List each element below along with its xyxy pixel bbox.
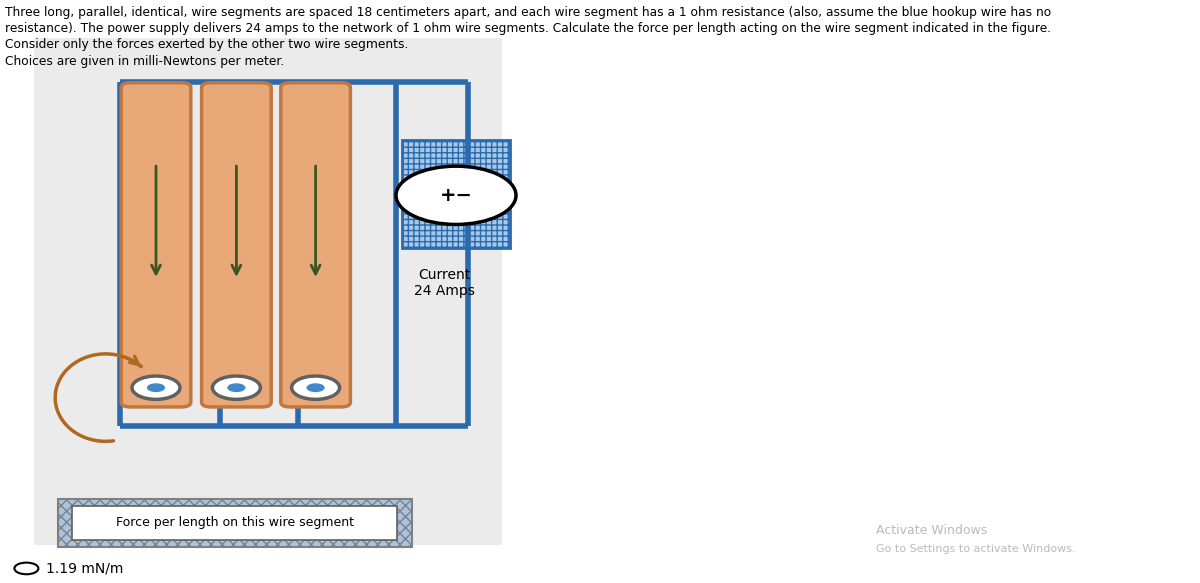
Bar: [58, 499, 412, 547]
Circle shape: [306, 383, 325, 392]
Text: resistance). The power supply delivers 24 amps to the network of 1 ohm wire segm: resistance). The power supply delivers 2…: [5, 22, 1051, 35]
Circle shape: [396, 166, 516, 224]
Circle shape: [132, 376, 180, 399]
Circle shape: [146, 383, 166, 392]
FancyBboxPatch shape: [121, 83, 191, 407]
Text: Choices are given in milli-Newtons per meter.: Choices are given in milli-Newtons per m…: [5, 55, 284, 68]
Text: Activate Windows: Activate Windows: [876, 524, 988, 537]
Text: Consider only the forces exerted by the other two wire segments.: Consider only the forces exerted by the …: [5, 38, 408, 51]
FancyBboxPatch shape: [281, 83, 350, 407]
Bar: [72, 506, 397, 540]
Circle shape: [14, 563, 38, 574]
Text: 1.19 mN/m: 1.19 mN/m: [46, 561, 122, 575]
Bar: [402, 140, 510, 248]
Text: Three long, parallel, identical, wire segments are spaced 18 centimeters apart, : Three long, parallel, identical, wire se…: [5, 6, 1051, 19]
FancyBboxPatch shape: [202, 83, 271, 407]
Text: Current
24 Amps: Current 24 Amps: [414, 268, 474, 298]
Bar: [34, 38, 502, 545]
Text: Go to Settings to activate Windows.: Go to Settings to activate Windows.: [876, 544, 1075, 554]
Circle shape: [212, 376, 260, 399]
Circle shape: [292, 376, 340, 399]
Circle shape: [227, 383, 246, 392]
Text: Force per length on this wire segment: Force per length on this wire segment: [115, 517, 354, 529]
Text: +−: +−: [439, 186, 473, 205]
